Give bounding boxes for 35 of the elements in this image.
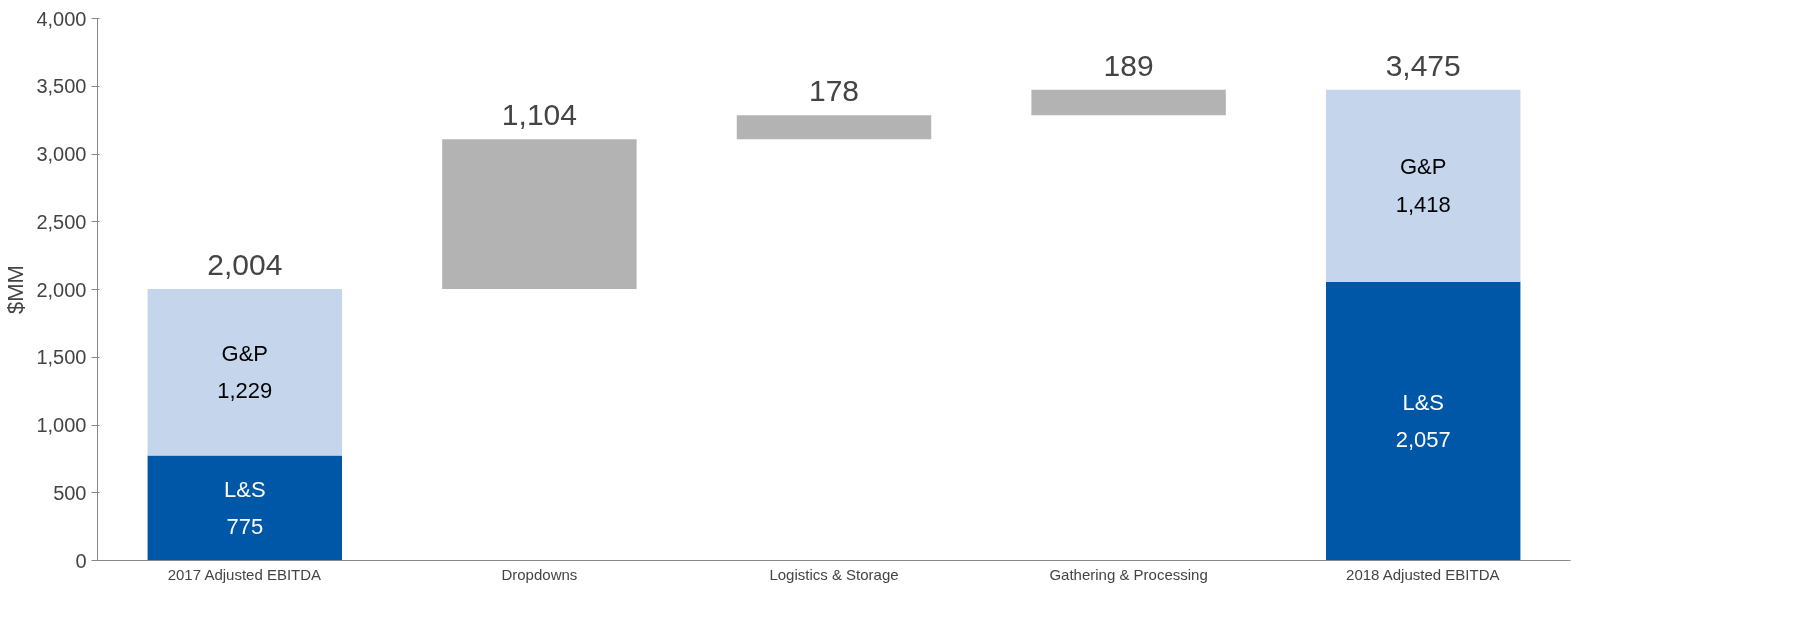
y-tick-label: 4,000 — [36, 7, 87, 30]
y-tick-label: 2,500 — [36, 210, 87, 233]
y-tick-label: 2,000 — [36, 278, 87, 301]
bar — [1325, 281, 1521, 561]
x-tick-label: Gathering & Processing — [1049, 565, 1208, 583]
series-label: G&P — [221, 340, 269, 366]
series-label: L&S — [224, 476, 266, 502]
y-tick-label: 3,500 — [36, 75, 87, 98]
x-tick-label: Logistics & Storage — [769, 565, 899, 583]
y-tick-label: 1,000 — [36, 414, 87, 436]
data-label: 1,104 — [501, 98, 577, 132]
text: G&P — [1399, 154, 1447, 180]
y-tick-label: 0 — [75, 549, 87, 572]
y-tick-label: 500 — [53, 481, 87, 504]
data-label: 1,229 — [217, 378, 273, 404]
bar — [147, 455, 343, 561]
bar — [1031, 89, 1226, 116]
text: L&S — [1402, 389, 1444, 415]
total-label: 3,475 — [1385, 48, 1461, 82]
x-tick-label: 2018 Adjusted EBITDA — [1346, 565, 1500, 583]
bar — [736, 115, 932, 140]
total-label: 2,004 — [207, 247, 283, 281]
x-tick-label: 2017 Adjusted EBITDA — [167, 565, 322, 583]
data-label: 1,418 — [1395, 191, 1451, 217]
x-tick-label: Dropdowns — [501, 565, 578, 583]
bar — [1325, 89, 1521, 282]
y-tick-label: 1,500 — [36, 346, 87, 369]
data-label: 189 — [1103, 48, 1154, 82]
y-tick-label: 3,000 — [36, 143, 87, 165]
bar — [442, 139, 637, 289]
data-label: 775 — [226, 514, 264, 540]
data-label: 178 — [808, 74, 860, 108]
data-label: 2,057 — [1395, 427, 1451, 453]
bar — [147, 288, 343, 456]
y-axis-title: $MM — [3, 265, 29, 314]
